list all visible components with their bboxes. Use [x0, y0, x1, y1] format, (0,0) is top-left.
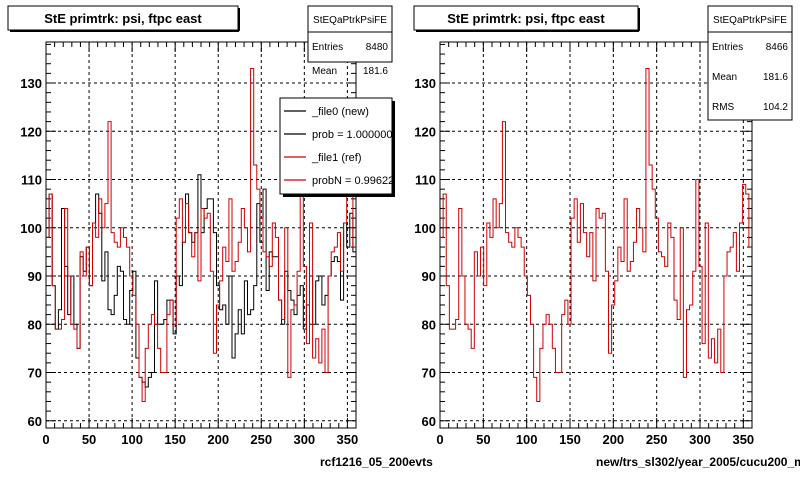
- y-tick-label: 100: [20, 221, 42, 236]
- x-tick-label: 200: [207, 432, 229, 447]
- stats-value: 104.2: [763, 102, 788, 113]
- y-tick-label: 110: [21, 173, 42, 188]
- x-tick-label: 200: [602, 432, 624, 447]
- y-tick-label: 120: [414, 124, 436, 139]
- x-tick-label: 250: [250, 432, 272, 447]
- stats-value: 181.6: [763, 72, 788, 83]
- y-tick-label: 80: [28, 317, 42, 332]
- title-box: [7, 5, 239, 31]
- x-tick-label: 100: [121, 432, 143, 447]
- x-tick-label: 150: [164, 432, 186, 447]
- stats-box: [307, 5, 393, 63]
- chart-title: StE primtrk: psi, ftpc east: [447, 11, 605, 26]
- y-tick-label: 60: [28, 414, 42, 429]
- y-tick-label: 130: [414, 76, 436, 91]
- y-tick-label: 110: [415, 173, 436, 188]
- y-tick-label: 60: [422, 414, 436, 429]
- stats-name: StEQaPtrkPsiFE: [313, 15, 387, 26]
- y-tick-label: 130: [20, 76, 42, 91]
- series-line-1: [46, 174, 356, 388]
- y-tick-label: 90: [422, 269, 436, 284]
- x-tick-label: 150: [559, 432, 581, 447]
- x-tick-label: 300: [293, 432, 315, 447]
- y-tick-label: 70: [28, 366, 42, 381]
- x-axis-title: new/trs_sl302/year_2005/cucu200_minbias/: [596, 455, 800, 469]
- series-line-1: [440, 68, 752, 402]
- legend-entry-label: _file1 (ref): [311, 152, 362, 164]
- stats-name: StEQaPtrkPsiFE: [713, 15, 787, 26]
- legend-box: [279, 97, 393, 195]
- series-line-2: [46, 68, 356, 402]
- chart-title: StE primtrk: psi, ftpc east: [44, 11, 202, 26]
- stats-box: [707, 5, 793, 121]
- x-tick-label: 50: [476, 432, 490, 447]
- stats-label: Entries: [312, 42, 343, 53]
- x-tick-label: 300: [689, 432, 711, 447]
- y-tick-label: 120: [20, 124, 42, 139]
- x-tick-label: 50: [82, 432, 96, 447]
- legend-entry-label: probN = 0.99622: [312, 175, 394, 187]
- stats-label: RMS: [712, 102, 735, 113]
- y-tick-label: 100: [414, 221, 436, 236]
- x-tick-label: 250: [646, 432, 668, 447]
- stats-value: 8480: [366, 42, 389, 53]
- legend-entry-label: _file0 (new): [311, 106, 369, 118]
- y-tick-label: 90: [28, 269, 42, 284]
- x-tick-label: 100: [516, 432, 538, 447]
- stats-value: 8466: [766, 42, 789, 53]
- title-box: [413, 5, 639, 31]
- x-tick-label: 350: [337, 432, 359, 447]
- y-tick-label: 80: [422, 317, 436, 332]
- stats-label: Entries: [712, 42, 743, 53]
- stats-value: 181.6: [363, 66, 388, 77]
- chart-panel-1: 0 50 100 150 200 250 300 350 60 70 80 90 100 110 120 13…: [7, 5, 433, 469]
- x-axis-title: rcf1216_05_200evts: [320, 455, 433, 469]
- x-tick-label: 0: [436, 432, 443, 447]
- x-tick-label: 350: [732, 432, 754, 447]
- chart-panel-2: 0 50 100 150 200 250 300 350 60 70 80 90 100 110 120 13…: [413, 5, 800, 469]
- stats-label: Mean: [312, 66, 337, 77]
- x-tick-label: 0: [42, 432, 49, 447]
- legend-entry-label: prob = 1.000000: [312, 129, 392, 141]
- y-tick-label: 70: [422, 366, 436, 381]
- stats-label: Mean: [712, 72, 737, 83]
